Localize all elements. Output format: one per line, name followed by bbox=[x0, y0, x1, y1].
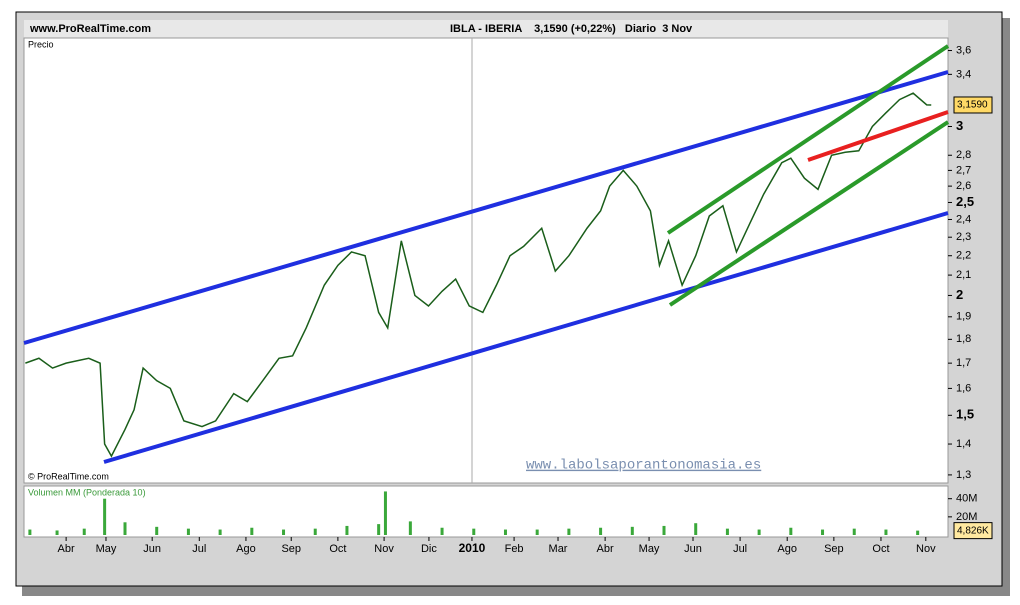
x-tick-label: Sep bbox=[281, 543, 301, 555]
y-tick-label: 2,1 bbox=[956, 269, 971, 281]
last-value-label: 3,1590 bbox=[957, 100, 988, 111]
trend-lines bbox=[23, 44, 950, 464]
trend-line bbox=[103, 211, 949, 464]
volume-bar bbox=[82, 528, 86, 535]
y-tick-label: 2,7 bbox=[956, 164, 971, 176]
volume-bar bbox=[250, 527, 254, 535]
chart-title: IBLA - IBERIA 3,1590 (+0,22%) Diario 3 N… bbox=[450, 23, 693, 35]
volume-bar bbox=[821, 529, 825, 535]
x-tick-label: Ago bbox=[777, 543, 797, 555]
x-tick-label: Feb bbox=[505, 543, 524, 555]
volume-panel bbox=[23, 485, 949, 538]
y-tick-label: 40M bbox=[956, 493, 977, 505]
x-tick-label: Jul bbox=[192, 543, 206, 555]
volume-bar bbox=[440, 527, 444, 535]
y-tick-label: 1,3 bbox=[956, 469, 971, 481]
trend-line bbox=[668, 120, 950, 307]
volume-bar bbox=[472, 528, 476, 535]
volume-bar bbox=[282, 529, 286, 535]
x-tick-label: Nov bbox=[916, 543, 936, 555]
volume-bar bbox=[186, 528, 190, 535]
volume-bar bbox=[503, 529, 507, 535]
volume-label: Volumen MM (Ponderada 10) bbox=[28, 487, 146, 497]
x-tick-label: Oct bbox=[329, 543, 346, 555]
volume-bar bbox=[852, 528, 856, 535]
x-tick-label: Mar bbox=[549, 543, 568, 555]
watermark: www.labolsaporantonomasia.es bbox=[526, 458, 761, 474]
panel-label: Precio bbox=[28, 39, 54, 49]
volume-bar bbox=[884, 529, 888, 535]
volume-bar bbox=[630, 526, 634, 535]
last-value-box bbox=[953, 522, 993, 540]
trend-line bbox=[807, 110, 949, 162]
volume-bar bbox=[218, 529, 222, 535]
y-tick-label: 2,8 bbox=[956, 149, 971, 161]
site: www.ProRealTime.com bbox=[29, 23, 151, 35]
y-tick-label: 3,4 bbox=[956, 68, 971, 80]
y-tick-label: 1,4 bbox=[956, 438, 971, 450]
x-tick-label: May bbox=[96, 543, 117, 555]
x-tick-label: May bbox=[639, 543, 660, 555]
x-tick-label: Sep bbox=[824, 543, 844, 555]
volume-bar bbox=[103, 498, 107, 535]
y-tick-label: 1,6 bbox=[956, 382, 971, 394]
y-tick-label: 2 bbox=[956, 287, 963, 302]
x-tick-label: Dic bbox=[421, 543, 437, 555]
volume-bar bbox=[28, 529, 32, 535]
x-tick-label: Abr bbox=[58, 543, 75, 555]
volume-bar bbox=[599, 527, 603, 535]
price-line bbox=[25, 92, 932, 458]
y-tick-label: 1,7 bbox=[956, 357, 971, 369]
volume-bar bbox=[408, 521, 412, 535]
y-tick-label: 2,2 bbox=[956, 250, 971, 262]
y-tick-label: 1,8 bbox=[956, 333, 971, 345]
volume-bar bbox=[345, 525, 349, 535]
volume-bar bbox=[535, 529, 539, 535]
y-tick-label: 1,9 bbox=[956, 311, 971, 323]
x-tick-label: Nov bbox=[374, 543, 394, 555]
volume-bar bbox=[55, 530, 59, 535]
volume-bar bbox=[313, 528, 317, 535]
y-tick-label: 3 bbox=[956, 118, 963, 133]
volume-bar bbox=[916, 530, 920, 535]
trend-line bbox=[666, 44, 950, 235]
y-tick-label: 20M bbox=[956, 511, 977, 523]
volume-bar bbox=[725, 528, 729, 535]
volume-bar bbox=[383, 491, 387, 535]
volume-bar bbox=[123, 522, 127, 535]
title-bar bbox=[24, 20, 948, 38]
volume-bar bbox=[155, 526, 159, 535]
trend-line bbox=[23, 70, 949, 345]
y-tick-label: 1,5 bbox=[956, 407, 974, 422]
price-panel bbox=[23, 37, 949, 484]
last-value-label: 4,826K bbox=[957, 525, 989, 536]
volume-bar bbox=[567, 528, 571, 535]
x-tick-label: Abr bbox=[597, 543, 614, 555]
y-tick-label: 2,5 bbox=[956, 194, 974, 209]
x-tick-label: Jul bbox=[733, 543, 747, 555]
x-tick-label: Ago bbox=[236, 543, 256, 555]
x-tick-label: Oct bbox=[872, 543, 889, 555]
copyright: © ProRealTime.com bbox=[28, 471, 109, 481]
last-value-box bbox=[953, 96, 993, 114]
volume-bar bbox=[789, 527, 793, 535]
x-tick-label: Jun bbox=[143, 543, 161, 555]
y-tick-label: 2,3 bbox=[956, 231, 971, 243]
volume-bar bbox=[694, 523, 698, 535]
x-tick-label: 2010 bbox=[459, 541, 486, 555]
volume-bar bbox=[377, 524, 381, 535]
y-tick-label: 2,6 bbox=[956, 180, 971, 192]
y-tick-label: 3,6 bbox=[956, 44, 971, 56]
volume-bar bbox=[757, 529, 761, 535]
y-tick-label: 2,4 bbox=[956, 213, 971, 225]
x-tick-label: Jun bbox=[684, 543, 702, 555]
volume-bar bbox=[662, 525, 666, 535]
